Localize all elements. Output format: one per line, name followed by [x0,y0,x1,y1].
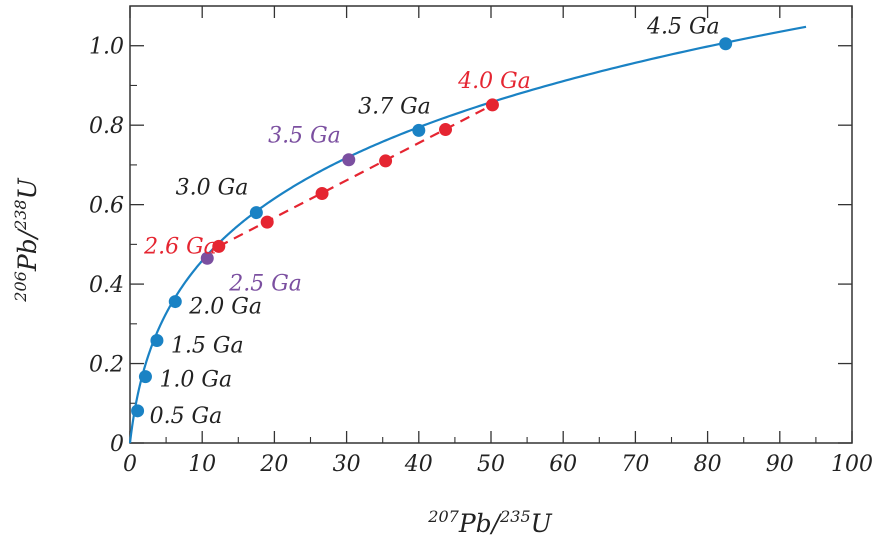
label-4-5-ga: 4.5 Ga [646,15,720,40]
x-axis-title-sup2: 235 [499,507,531,526]
y-axis-title-base2: U [13,177,42,199]
y-tick-label-0.6: 0.6 [89,194,124,219]
label-2-0-ga: 2.0 Ga [188,295,262,320]
label-1-5-ga: 1.5 Ga [171,334,244,359]
point-concordia-6 [342,153,356,167]
label-1-0-ga: 1.0 Ga [159,368,232,393]
concordia-curve [128,25,807,444]
point-discordia-3 [379,154,393,168]
x-tick-label-100: 100 [831,452,873,477]
point-discordia-0 [212,239,226,253]
x-axis-title-sup1: 207 [427,507,459,526]
x-tick-label-20: 20 [259,452,288,477]
point-concordia-8 [719,37,733,51]
y-tick-label-0.4: 0.4 [89,273,124,298]
data-labels: 0.5 Ga 1.0 Ga 1.5 Ga 2.0 Ga2.5 Ga 3.0 Ga 3.5 … [143,15,720,429]
point-concordia-7 [412,123,426,137]
point-discordia-2 [315,187,329,201]
x-tick-label-60: 60 [549,452,577,477]
axis-ticks: 0 10 20 30 40 50 60 70 80 90 100 0 0.2 0.4 0.6 0.8 1.0 [89,6,873,477]
point-concordia-4 [200,251,214,265]
y-tick-label-1: 1.0 [89,35,124,60]
label-3-0-ga: 3.0 Ga [176,176,249,201]
point-concordia-1 [138,370,152,384]
y-tick-label-0.8: 0.8 [89,114,124,139]
point-discordia-4 [439,123,453,137]
x-tick-label-80: 80 [694,452,722,477]
point-discordia-1 [260,215,274,229]
y-tick-label-0: 0 [110,432,124,457]
label-0-5-ga: 0.5 Ga [150,404,223,429]
x-tick-label-0: 0 [123,452,137,477]
x-tick-label-70: 70 [621,452,649,477]
x-tick-label-10: 10 [188,452,216,477]
y-axis-title-base1: Pb/ [13,227,42,272]
y-axis-title-sup2: 238 [11,199,30,231]
x-axis-title: 207Pb/235U [427,507,552,538]
data-points [131,37,733,418]
y-axis-title-sup1: 206 [11,271,30,303]
point-concordia-0 [131,404,145,418]
label-2-5-ga: 2.5 Ga [228,271,302,296]
y-tick-label-0.2: 0.2 [89,353,124,378]
y-axis-title: 206Pb/238U [11,177,42,302]
x-tick-label-90: 90 [766,452,794,477]
x-tick-label-40: 40 [404,452,433,477]
x-tick-label-30: 30 [333,452,361,477]
point-concordia-3 [168,295,182,309]
label-3-5-ga: 3.5 Ga [268,124,341,149]
label-4-0-ga: 4.0 Ga [457,69,531,94]
x-axis-title-base2: U [531,509,553,538]
point-concordia-5 [249,206,263,220]
point-discordia-5 [485,98,499,112]
x-tick-label-50: 50 [477,452,505,477]
x-axis-title-base1: Pb/ [458,509,503,538]
point-concordia-2 [150,334,164,348]
label-3-7-ga: 3.7 Ga [358,94,431,119]
label-2-6-ga: 2.6 Ga [143,234,217,259]
